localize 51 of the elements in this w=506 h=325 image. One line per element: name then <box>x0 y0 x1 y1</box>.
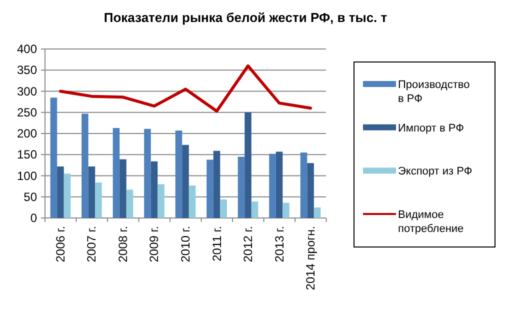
legend-label: Импорт в РФ <box>398 122 464 134</box>
bar <box>238 156 245 218</box>
x-tick-label: 2012 г. <box>241 226 256 262</box>
chart-title: Показатели рынка белой жести РФ, в тыс. т <box>104 10 388 25</box>
legend-label: Видимое потребление <box>398 209 464 235</box>
bar <box>120 159 126 218</box>
bar <box>188 185 196 218</box>
bar <box>82 114 88 218</box>
x-tick-label: 2009 г. <box>147 226 162 262</box>
bar <box>158 184 164 218</box>
line-series <box>58 64 312 113</box>
bar <box>307 163 314 218</box>
bar <box>276 152 283 218</box>
bar <box>112 128 120 218</box>
x-tick-label: 2013 г. <box>272 226 286 262</box>
legend-label: Производство в РФ <box>398 79 470 105</box>
y-tick-label: 250 <box>16 105 38 120</box>
x-tick-label: 2011 г. <box>210 226 224 262</box>
bar <box>244 112 252 218</box>
x-tick-label: 2008 г. <box>116 226 130 262</box>
x-tick-label: 2014 прогн. <box>304 226 318 290</box>
y-tick-label: 50 <box>24 190 38 204</box>
bar <box>126 190 134 218</box>
y-tick-label: 350 <box>16 63 38 78</box>
bar <box>144 128 151 218</box>
bar <box>95 182 102 218</box>
x-tick-label: 2006 г. <box>53 226 68 262</box>
bar <box>88 166 96 218</box>
y-tick-label: 400 <box>16 42 38 56</box>
bar <box>213 150 220 218</box>
bar <box>64 174 71 218</box>
y-tick-label: 300 <box>16 84 38 98</box>
bar <box>269 154 276 218</box>
bar <box>57 166 64 218</box>
bar <box>251 202 258 218</box>
bar <box>50 98 58 218</box>
bar <box>150 161 158 218</box>
bar <box>300 152 308 218</box>
y-tick-label: 200 <box>16 126 38 140</box>
bar <box>175 130 182 218</box>
bar <box>314 207 321 218</box>
bar <box>206 160 214 218</box>
x-tick-label: 2007 г. <box>84 226 99 262</box>
x-tick-label: 2010 г. <box>178 226 192 262</box>
y-tick-label: 150 <box>16 148 38 162</box>
legend-label: Экспорт из РФ <box>398 166 472 178</box>
bar <box>282 202 290 218</box>
y-tick-label: 100 <box>16 168 38 183</box>
y-tick-label: 0 <box>30 211 38 225</box>
bar <box>182 144 189 218</box>
bar <box>220 199 227 218</box>
